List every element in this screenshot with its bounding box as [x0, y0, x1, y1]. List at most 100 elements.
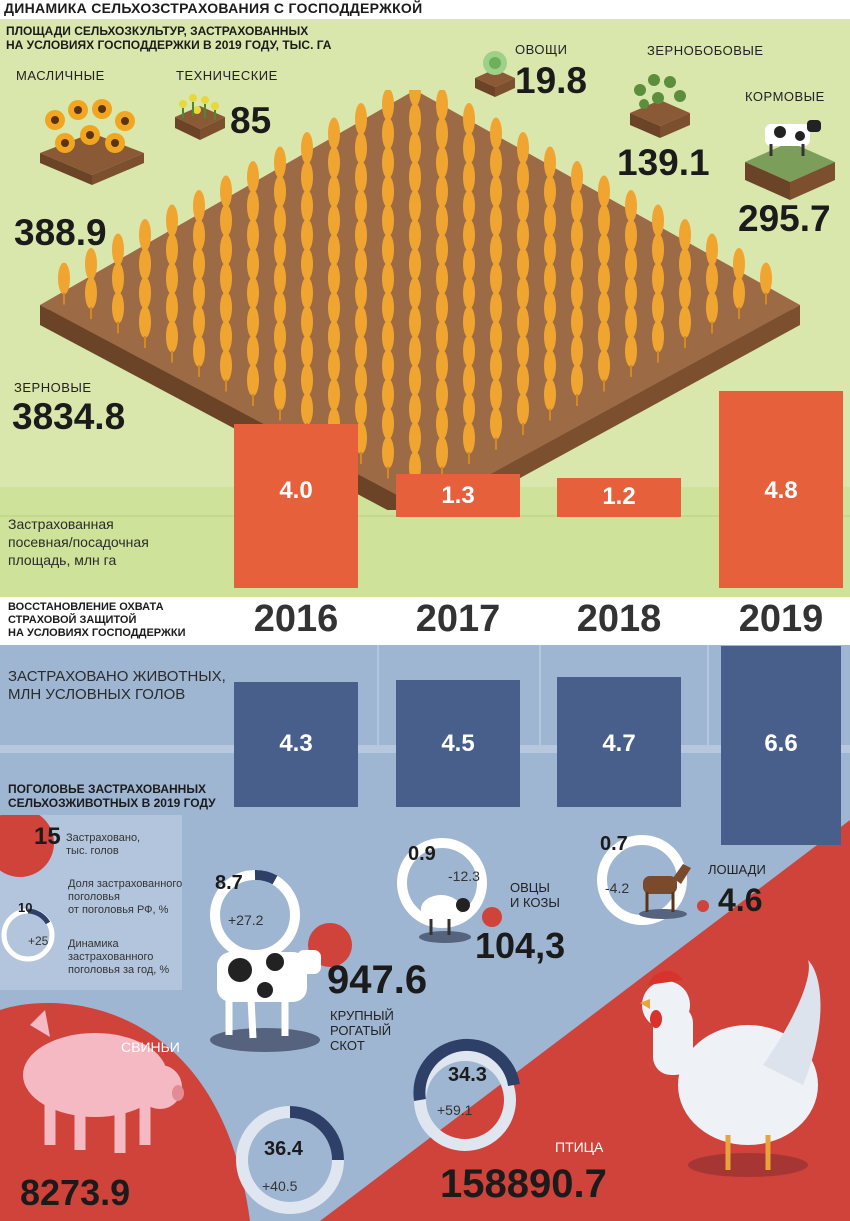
wheat-stalk [679, 219, 691, 251]
wheat-stalk [166, 204, 178, 237]
wheat-stalk [571, 306, 583, 338]
animals-chart-ylabel-line: ЗАСТРАХОВАНО ЖИВОТНЫХ, [8, 668, 226, 685]
wheat-stalk [247, 161, 259, 193]
legend-text-line: Застраховано, [66, 832, 141, 844]
year-label: 2016 [253, 598, 339, 640]
animals-chart-ylabel-line: МЛН УСЛОВНЫХ ГОЛОВ [8, 686, 186, 703]
wheat-stalk [166, 262, 178, 295]
wheat-stalk [382, 378, 394, 411]
wheat-stalk [598, 233, 610, 266]
cattle-share: 8.7 [215, 872, 243, 894]
wheat-stalk [409, 103, 421, 135]
wheat-stalk [355, 335, 367, 367]
wheat-stalk [544, 233, 556, 266]
wheat-stalk [436, 90, 448, 121]
wheat-stalk [301, 277, 313, 309]
wheat-stalk [463, 248, 475, 280]
wheat-stalk [571, 248, 583, 280]
area-bar [234, 423, 358, 588]
wheat-stalk [220, 175, 232, 208]
wheat-stalk [652, 320, 664, 353]
wheat-stalk [706, 291, 718, 324]
wheat-stalk [139, 248, 151, 280]
wheat-stalk [355, 219, 367, 251]
pig-icon [23, 1010, 184, 1153]
wheat-stalk [274, 204, 286, 237]
animals-bar [557, 677, 681, 807]
cattle-count: 947.6 [327, 958, 428, 1002]
wheat-stalk [355, 422, 367, 454]
wheat-stalk [436, 146, 448, 179]
wheat-stalk [382, 175, 394, 208]
wheat-stalk [598, 291, 610, 324]
wheat-stalk [436, 436, 448, 469]
wheat-stalk [166, 291, 178, 324]
legend-text-line: застрахованного [68, 951, 154, 963]
wheat-stalk [652, 233, 664, 266]
wheat-stalk [301, 364, 313, 396]
wheat-stalk [355, 161, 367, 193]
wheat-stalk [652, 204, 664, 237]
wheat-stalk [544, 262, 556, 295]
wheat-stalk [220, 204, 232, 237]
wheat-stalk [355, 190, 367, 222]
wheat-stalk [301, 132, 313, 164]
area-bar-value: 1.2 [602, 483, 636, 511]
cattle-name-line: КРУПНЫЙ [330, 1008, 394, 1023]
wheat-stalk [733, 277, 745, 309]
wheat-stalk [598, 204, 610, 237]
wheat-stalk [247, 190, 259, 222]
wheat-stalk [652, 262, 664, 295]
crops-heading-line: ПЛОЩАДИ СЕЛЬХОЗКУЛЬТУР, ЗАСТРАХОВАННЫХ [6, 24, 309, 38]
wheat-stalk [274, 378, 286, 411]
livestock-heading: ПОГОЛОВЬЕ ЗАСТРАХОВАННЫХ СЕЛЬХОЗЖИВОТНЫХ… [8, 782, 216, 810]
legend-text-line: Доля застрахованного [68, 878, 183, 890]
sheep-ring [397, 838, 502, 928]
wheat-stalk [409, 90, 421, 106]
cow-icon [210, 950, 321, 1052]
crop-vegetables-value: 19.8 [515, 60, 588, 101]
wheat-stalk [571, 190, 583, 222]
wheat-stalk [301, 306, 313, 338]
area-chart-ylabel-line: площадь, млн га [8, 552, 117, 568]
wheat-stalk [544, 146, 556, 179]
wheat-stalk [760, 262, 772, 295]
animals-bar [234, 682, 358, 807]
wheat-stalk [382, 90, 394, 121]
wheat-stalk [517, 219, 529, 251]
wheat-stalk [382, 262, 394, 295]
animals-bar-value: 4.5 [441, 730, 475, 757]
wheat-stalk [571, 219, 583, 251]
wheat-stalk [463, 277, 475, 309]
wheat-stalk [355, 132, 367, 164]
wheat-stalk [625, 190, 637, 222]
wheat-stalk [409, 422, 421, 454]
wheat-stalk [274, 146, 286, 179]
wheat-stalk [733, 248, 745, 280]
horses-name: ЛОШАДИ [708, 862, 766, 877]
wheat-stalk [274, 262, 286, 295]
crop-grains-value: 3834.8 [12, 396, 126, 437]
wheat-stalk [301, 335, 313, 367]
legumes-icon [630, 74, 690, 138]
wheat-stalk [463, 393, 475, 425]
wheat-stalk [409, 248, 421, 280]
animals-bar [396, 679, 520, 807]
wheat-stalk [517, 277, 529, 309]
wheat-stalk [625, 248, 637, 280]
wheat-stalk [544, 378, 556, 411]
wheat-stalk [328, 262, 340, 295]
wheat-stalk [382, 436, 394, 469]
wheat-stalk [382, 233, 394, 266]
wheat-stalk [436, 262, 448, 295]
wheat-stalk [328, 204, 340, 237]
poultry-ring [413, 1038, 520, 1151]
wheat-stalk [247, 335, 259, 367]
wheat-stalk [139, 219, 151, 251]
wheat-stalk [463, 161, 475, 193]
wheat-stalk [382, 117, 394, 150]
poultry-share: 34.3 [448, 1064, 487, 1086]
wheat-stalk [544, 204, 556, 237]
area-bar-value: 1.3 [441, 481, 475, 509]
